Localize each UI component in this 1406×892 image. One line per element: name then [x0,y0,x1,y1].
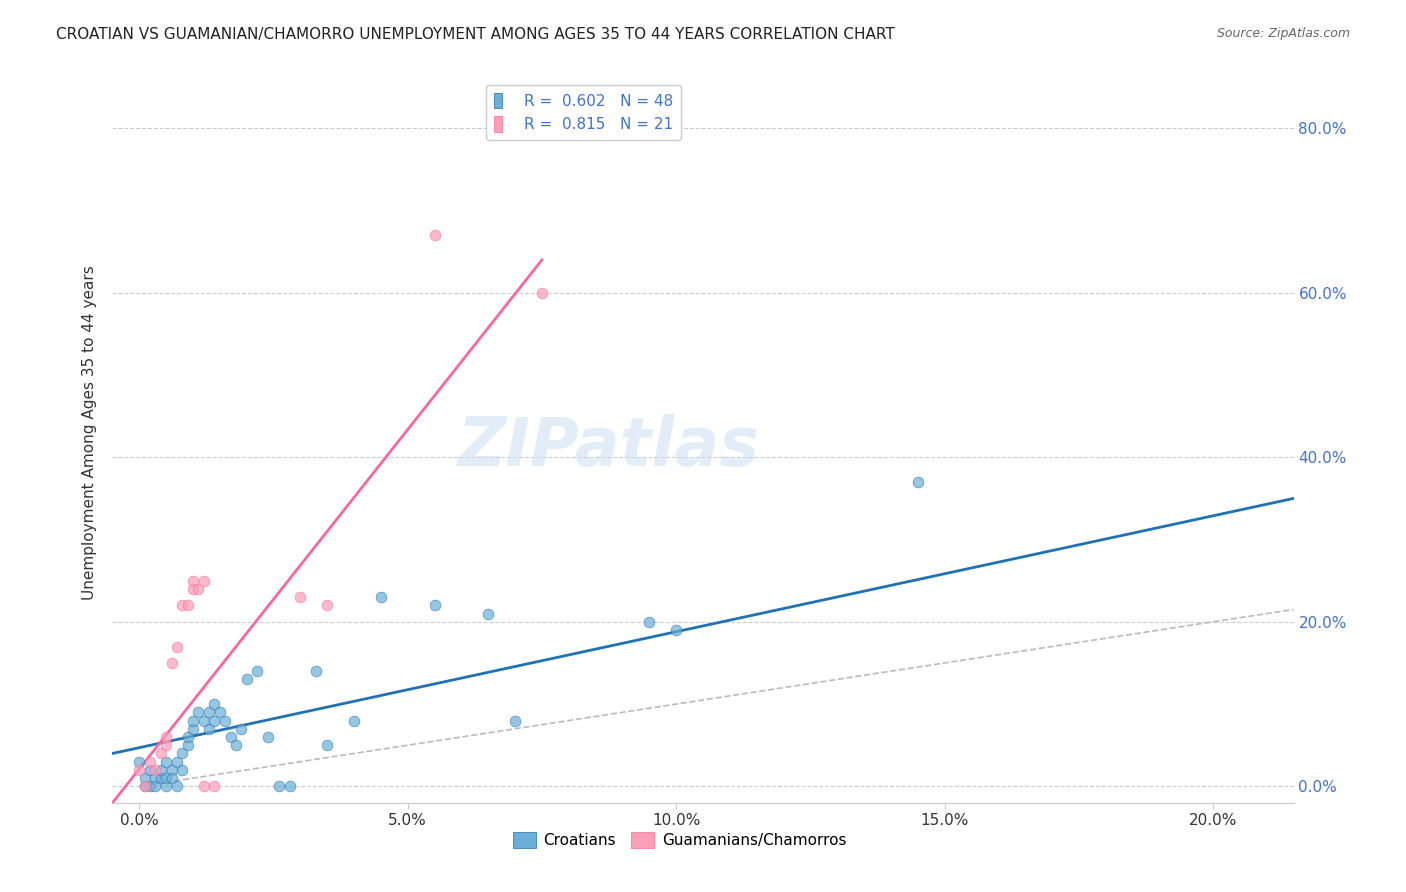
Point [181,714,204,728]
Point [503,714,526,728]
Point [134,780,156,794]
Point [235,673,257,687]
Point [155,780,177,794]
Point [160,656,183,670]
Point [155,730,177,744]
Point [176,738,198,752]
Point [145,780,167,794]
Point [134,771,156,785]
Point [208,706,231,720]
Text: ZIPatlas: ZIPatlas [457,415,759,481]
Point [530,285,553,300]
Point [139,755,162,769]
Point [181,582,204,596]
Point [172,763,194,777]
Point [204,714,226,728]
Point [181,574,204,588]
Point [166,755,188,769]
Point [278,780,301,794]
Point [370,590,392,604]
Point [225,738,247,752]
Point [128,755,150,769]
Point [145,763,167,777]
Point [176,599,198,613]
Point [423,228,446,243]
Legend: Croatians, Guamanians/Chamorros: Croatians, Guamanians/Chamorros [506,826,852,855]
Point [665,623,688,637]
Point [187,706,209,720]
Point [187,582,209,596]
Point [193,780,215,794]
Point [423,599,446,613]
Point [316,738,339,752]
Point [231,722,253,736]
Point [166,780,188,794]
Point [172,599,194,613]
Point [638,615,661,629]
Point [305,664,328,678]
Point [204,697,226,711]
Y-axis label: Unemployment Among Ages 35 to 44 years: Unemployment Among Ages 35 to 44 years [82,265,97,600]
Point [155,771,177,785]
Point [160,771,183,785]
Point [149,747,172,761]
Point [172,747,194,761]
Text: Source: ZipAtlas.com: Source: ZipAtlas.com [1216,27,1350,40]
Point [160,763,183,777]
Point [149,763,172,777]
Point [176,730,198,744]
Point [128,763,150,777]
Point [214,714,236,728]
Point [155,738,177,752]
Point [139,763,162,777]
Point [204,780,226,794]
Point [477,607,499,621]
Point [219,730,242,744]
Point [257,730,280,744]
Point [155,755,177,769]
Point [907,475,929,489]
Point [145,771,167,785]
Point [316,599,339,613]
Point [166,640,188,654]
Text: CROATIAN VS GUAMANIAN/CHAMORRO UNEMPLOYMENT AMONG AGES 35 TO 44 YEARS CORRELATIO: CROATIAN VS GUAMANIAN/CHAMORRO UNEMPLOYM… [56,27,896,42]
Point [139,780,162,794]
Point [198,722,221,736]
Point [246,664,269,678]
Point [149,771,172,785]
Point [134,780,156,794]
Point [198,706,221,720]
Point [290,590,312,604]
Point [193,714,215,728]
Point [343,714,366,728]
Point [193,574,215,588]
Point [181,722,204,736]
Point [267,780,290,794]
